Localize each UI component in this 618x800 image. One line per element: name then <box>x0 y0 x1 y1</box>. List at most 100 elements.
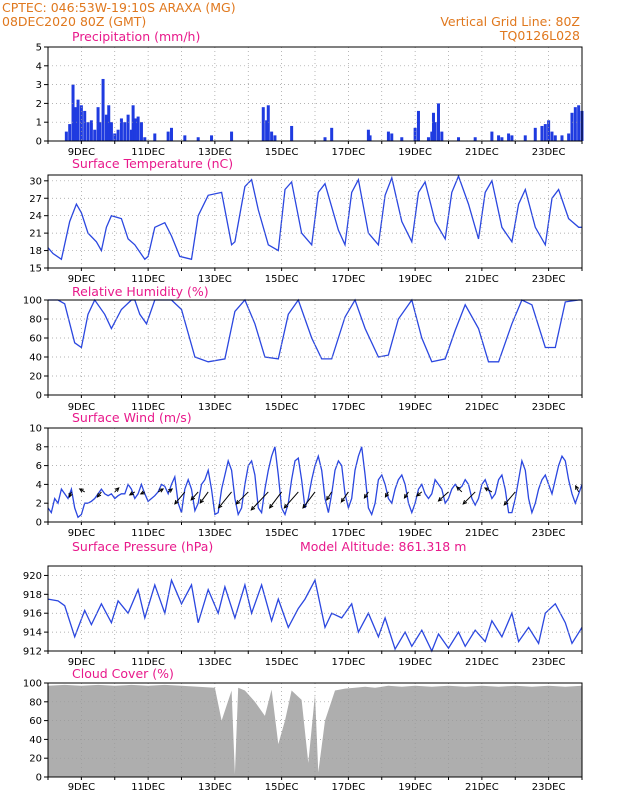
cloud-ytick-label: 80 <box>29 697 42 708</box>
precip-bar <box>119 118 123 141</box>
pressure-xtick-label: 11DEC <box>131 657 165 668</box>
wind-arrow-head <box>159 488 165 493</box>
temperature-ytick-label: 18 <box>29 246 42 257</box>
precip-bar <box>83 110 87 141</box>
wind-arrow-head <box>235 499 241 505</box>
wind-arrow <box>438 491 449 502</box>
cloud-xtick-label: 17DEC <box>332 782 366 793</box>
precip-bar <box>68 124 72 141</box>
wind-arrow <box>456 486 463 493</box>
humidity-ytick-label: 80 <box>29 315 42 326</box>
cloud-xtick-label: 15DEC <box>265 782 299 793</box>
precip-ytick-label: 4 <box>36 61 42 72</box>
precip-bar <box>270 131 274 141</box>
wind-arrow <box>462 491 476 505</box>
wind-xtick-label: 17DEC <box>332 528 366 539</box>
precip-bar <box>104 114 108 141</box>
temperature-xtick-label: 19DEC <box>398 274 432 285</box>
wind-ytick-label: 0 <box>36 518 42 529</box>
wind-arrow <box>503 491 516 506</box>
precip-bar <box>560 135 564 141</box>
precip-bar <box>368 135 372 141</box>
precip-xtick-label: 15DEC <box>265 147 299 158</box>
temperature-title: Surface Temperature (nC) <box>72 156 233 171</box>
precip-bar <box>436 103 440 141</box>
precip-xtick-label: 21DEC <box>465 147 499 158</box>
wind-arrow-head <box>384 492 390 498</box>
cloud-xtick-label: 21DEC <box>465 782 499 793</box>
precip-ytick-label: 2 <box>36 99 42 110</box>
pressure-ytick-label: 918 <box>23 590 42 601</box>
wind-arrow-head <box>190 495 196 501</box>
wind-arrow-head <box>217 503 223 509</box>
precip-ytick-label: 0 <box>36 137 42 148</box>
cloud-xtick-label: 9DEC <box>68 782 95 793</box>
precip-ytick-label: 1 <box>36 118 42 129</box>
precip-bar <box>136 116 140 141</box>
humidity-title: Relative Humidity (%) <box>72 284 209 299</box>
precip-bar <box>73 107 77 141</box>
precip-bar <box>323 137 327 141</box>
humidity-xtick-label: 17DEC <box>332 402 366 413</box>
precip-bar <box>431 112 435 141</box>
pressure-ytick-label: 914 <box>23 628 42 639</box>
wind-arrow-head <box>268 503 274 509</box>
precip-bar <box>113 133 117 141</box>
temperature-xtick-label: 11DEC <box>131 274 165 285</box>
precip-bar <box>183 135 187 141</box>
cloud-title: Cloud Cover (%) <box>72 666 174 681</box>
precip-bar <box>109 122 113 141</box>
precip-bar <box>71 84 75 141</box>
wind-arrow <box>199 491 209 504</box>
precip-bar <box>261 107 265 141</box>
wind-xtick-label: 19DEC <box>398 528 432 539</box>
temperature-ytick-label: 21 <box>29 229 42 240</box>
wind-arrow <box>250 491 269 511</box>
precip-bar <box>290 125 294 141</box>
humidity-ytick-label: 60 <box>29 334 42 345</box>
precip-bar <box>93 129 97 141</box>
pressure-xtick-label: 17DEC <box>332 657 366 668</box>
wind-arrow-head <box>462 499 468 505</box>
wind-arrow-head <box>250 505 256 511</box>
wind-arrow-head <box>199 498 204 504</box>
pressure-line <box>47 578 583 653</box>
wind-arrow <box>340 491 349 503</box>
temperature-xtick-label: 23DEC <box>532 274 566 285</box>
temperature-line <box>47 174 582 261</box>
precip-bar <box>386 131 390 141</box>
wind-arrow-head <box>96 492 102 498</box>
humidity-ytick-label: 40 <box>29 353 42 364</box>
precip-bar <box>210 135 214 141</box>
temperature-ytick-label: 27 <box>29 194 42 205</box>
precip-bar <box>473 137 477 141</box>
precip-xtick-label: 19DEC <box>398 147 432 158</box>
precip-bar <box>426 137 430 141</box>
precip-bar <box>497 135 501 141</box>
precip-bar <box>86 122 90 141</box>
precip-ytick-label: 3 <box>36 80 42 91</box>
wind-xtick-label: 13DEC <box>198 528 232 539</box>
precip-bar <box>540 125 544 141</box>
precip-bar <box>570 112 574 141</box>
precip-bar <box>400 137 404 141</box>
wind-arrow-head <box>68 492 73 498</box>
humidity-line <box>48 298 582 363</box>
wind-arrow-head <box>503 500 509 506</box>
wind-xtick-label: 11DEC <box>131 528 165 539</box>
wind-arrow <box>190 491 199 501</box>
humidity-ytick-label: 100 <box>23 296 42 307</box>
precip-bar <box>523 135 527 141</box>
wind-arrow-head <box>174 499 179 505</box>
pressure-title: Surface Pressure (hPa) <box>72 539 213 554</box>
wind-xtick-label: 15DEC <box>265 528 299 539</box>
cloud-ytick-label: 60 <box>29 716 42 727</box>
wind-arrow <box>235 491 249 505</box>
pressure-ytick-label: 916 <box>23 609 42 620</box>
precip-bar <box>366 129 370 141</box>
precip-bar <box>457 137 461 141</box>
precip-bar <box>96 107 100 141</box>
pressure-xtick-label: 13DEC <box>198 657 232 668</box>
temperature-ytick-label: 24 <box>29 211 42 222</box>
precip-bar <box>433 122 437 141</box>
